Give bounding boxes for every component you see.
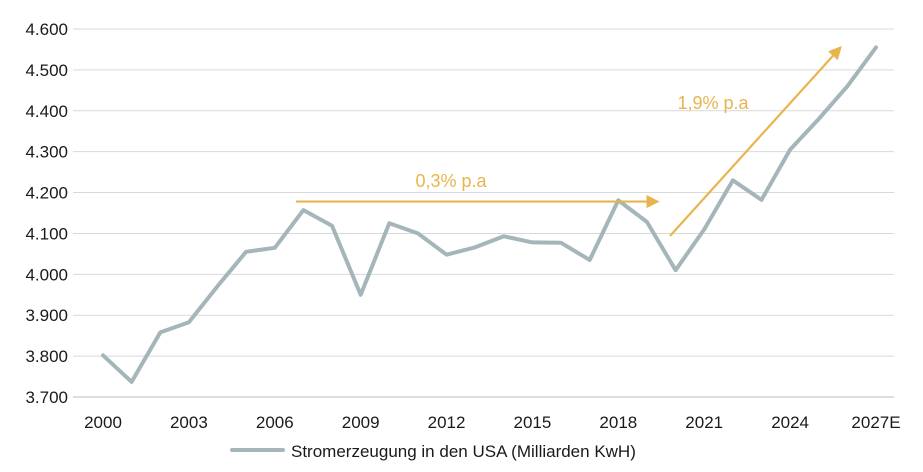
y-axis-tick-labels: 3.700 3.800 3.900 4.000 4.100 4.200 4.300 4.400…: [25, 20, 68, 407]
x-tick-label: 2012: [428, 413, 466, 432]
x-tick-label: 2024: [771, 413, 809, 432]
x-tick-label: 2009: [342, 413, 380, 432]
annotation-label: 0,3% p.a: [415, 171, 487, 191]
y-tick-label: 3.800: [25, 347, 68, 366]
y-tick-label: 3.900: [25, 306, 68, 325]
y-tick-label: 4.600: [25, 20, 68, 39]
x-tick-label: 2015: [514, 413, 552, 432]
annotations: 0,3% p.a 1,9% p.a: [296, 46, 842, 237]
x-tick-label: 2003: [170, 413, 208, 432]
x-tick-label: 2027E: [851, 413, 900, 432]
legend: Stromerzeugung in den USA (Milliarden Kw…: [230, 442, 636, 461]
y-tick-label: 4.500: [25, 61, 68, 80]
y-tick-label: 3.700: [25, 388, 68, 407]
legend-label: Stromerzeugung in den USA (Milliarden Kw…: [291, 442, 636, 461]
x-tick-label: 2021: [685, 413, 723, 432]
annotation-label: 1,9% p.a: [677, 93, 749, 113]
y-tick-label: 4.400: [25, 102, 68, 121]
x-axis-tick-labels: 2000 2003 2006 2009 2012 2015 2018 2021 2024 2027…: [84, 413, 901, 432]
x-tick-label: 2006: [256, 413, 294, 432]
gridlines: [73, 28, 894, 398]
y-tick-label: 4.300: [25, 143, 68, 162]
x-tick-label: 2000: [84, 413, 122, 432]
annotation-arrow: [669, 46, 842, 237]
y-tick-label: 4.200: [25, 184, 68, 203]
y-tick-label: 4.000: [25, 265, 68, 284]
series-line: [101, 45, 878, 384]
x-tick-label: 2018: [599, 413, 637, 432]
y-tick-label: 4.100: [25, 224, 68, 243]
series-lines: [101, 45, 878, 384]
